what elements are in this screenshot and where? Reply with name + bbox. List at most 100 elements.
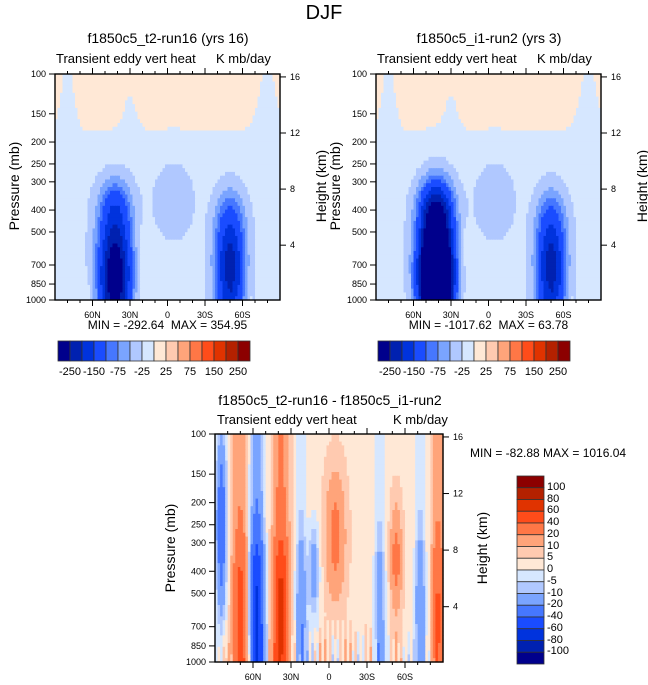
panel-1-cell [127,92,131,98]
panel-1-cell [55,141,59,147]
panel-1-cell [197,247,201,252]
panel-1-cell [207,115,211,120]
panel-1-cell [82,122,86,128]
panel-1-cell [252,205,256,211]
panel-1-cell [62,205,66,211]
panel-1-cell [100,269,104,275]
panel-1-cell [252,217,256,222]
panel-1-cell [72,262,76,267]
panel-1-cell [70,224,74,230]
panel-1-cell [115,175,119,181]
panel-1-cell [177,224,181,230]
panel-1-cell [92,258,96,263]
panel-1-cell [157,277,161,282]
panel-1-cell [257,183,261,188]
panel-1-cell [80,156,84,162]
panel-1-cell [260,100,264,105]
panel-1-cell [140,194,144,199]
panel-1-cell [210,277,214,282]
panel-1-cell [62,145,66,150]
panel-1-cell [120,100,124,105]
panel-1-cell [97,171,101,177]
panel-1-cell [230,81,234,86]
panel-1-cell [60,266,64,271]
panel-1-cell [77,175,81,181]
panel-1-cell [150,160,154,165]
panel-1-cell [257,134,261,139]
panel-1-cell [127,209,131,214]
panel-1-cell [60,251,64,256]
panel-1-cell [112,224,116,230]
panel-1-cell [272,262,276,267]
panel-1-cell [57,100,61,105]
panel-1-cell [177,262,181,267]
panel-1-cell [207,205,211,211]
panel-1-cell [62,243,66,248]
panel-1-cell [182,92,186,98]
panel-1-cell [262,164,266,169]
panel-1-cell [117,89,121,94]
panel-1-cell [160,194,164,199]
panel-1-cell [190,232,194,237]
panel-1-cell [70,168,74,173]
panel-1-cell [72,254,76,260]
panel-1-cell [75,122,79,128]
panel-1-cell [177,164,181,169]
panel-1-cell [185,134,189,139]
panel-1-cell [222,156,226,162]
panel-1-cell [100,89,104,94]
panel-1-cell [242,273,246,278]
panel-1-cell [97,247,101,252]
panel-1-cell [245,235,249,241]
panel-1-cell [182,266,186,271]
panel-1-cell [257,74,261,79]
panel-1-cell [165,228,169,233]
panel-1-cell [265,168,269,173]
panel-1-cell [132,111,136,117]
panel-1-cell [122,277,126,282]
panel-1-cell [265,198,269,203]
panel-1-cell [165,153,169,158]
panel-1-cell [255,232,259,237]
panel-1-cell [125,220,129,226]
panel-1-cell [67,266,71,271]
panel-1-cell [187,138,191,143]
panel-1-cell [125,168,129,173]
panel-1-cell [120,134,124,139]
panel-1-cell [137,175,141,181]
panel-1-cell [217,247,221,252]
panel-1-cell [237,77,241,83]
panel-1-cell [100,232,104,237]
panel-1-cell [55,228,59,233]
panel-1-cell [187,156,191,162]
panel-1-cell [57,217,61,222]
panel-1-cell [167,164,171,169]
panel-1-cell [185,130,189,135]
panel-1-cell [75,247,79,252]
panel-1-cell [205,239,209,245]
panel-1-cell [117,149,121,154]
panel-1-cell [207,202,211,207]
panel-1-cell [205,179,209,184]
panel-1-cell [232,254,236,260]
panel-1-cell [260,156,264,162]
panel-1-cell [137,100,141,105]
panel-1-cell [187,81,191,86]
panel-1-cell [192,74,196,79]
panel-1-cell [67,269,71,275]
panel-1-cell [190,138,194,143]
panel-1-cell [257,111,261,117]
panel-1-cell [217,239,221,245]
panel-1-cell [142,251,146,256]
panel-1-cell [132,168,136,173]
panel-1-cell [202,269,206,275]
panel-1-cell [222,104,226,109]
panel-1-cell [200,153,204,158]
panel-1-cell [130,130,134,135]
panel-1-cell [107,119,111,124]
panel-1-cell [252,190,256,196]
panel-1-cell [167,217,171,222]
panel-1-cell [90,269,94,275]
panel-1-cell [225,85,229,90]
panel-1-cell [250,254,254,260]
